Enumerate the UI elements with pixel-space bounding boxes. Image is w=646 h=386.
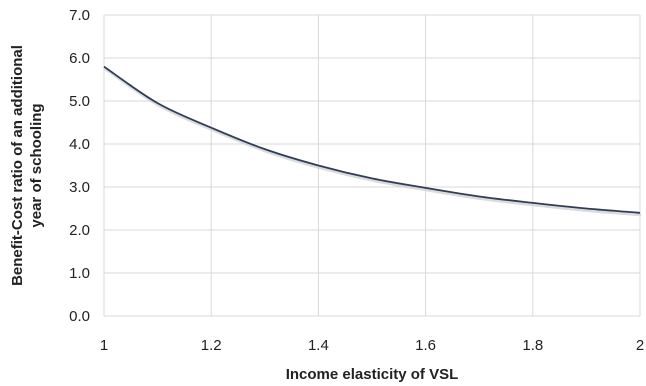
- y-tick-label: 2.0: [69, 222, 90, 239]
- y-tick-labels: 0.0 1.0 2.0 3.0 4.0 5.0 6.0 7.0: [69, 7, 90, 325]
- series-layer: [103, 65, 642, 217]
- x-tick-labels: 1 1.2 1.4 1.6 1.8 2: [100, 337, 644, 354]
- x-tick-label: 1.2: [201, 337, 222, 354]
- x-tick-label: 1: [100, 337, 108, 354]
- gridlines: [103, 14, 641, 317]
- series-line: [103, 65, 641, 214]
- y-tick-label: 1.0: [69, 265, 90, 282]
- x-tick-label: 1.4: [308, 337, 329, 354]
- y-tick-label: 7.0: [69, 7, 90, 24]
- y-tick-label: 5.0: [69, 93, 90, 110]
- y-tick-label: 4.0: [69, 136, 90, 153]
- x-tick-label: 1.6: [415, 337, 436, 354]
- x-tick-label: 2: [636, 337, 644, 354]
- x-axis-title: Income elasticity of VSL: [286, 366, 459, 383]
- y-axis-title-line-2: year of schooling: [28, 103, 45, 227]
- y-axis-title-line-1: Benefit-Cost ratio of an additional: [9, 45, 26, 286]
- series-line-shadow: [104, 67, 642, 217]
- y-tick-label: 0.0: [69, 308, 90, 325]
- y-tick-label: 3.0: [69, 179, 90, 196]
- x-tick-label: 1.8: [522, 337, 543, 354]
- y-tick-label: 6.0: [69, 50, 90, 67]
